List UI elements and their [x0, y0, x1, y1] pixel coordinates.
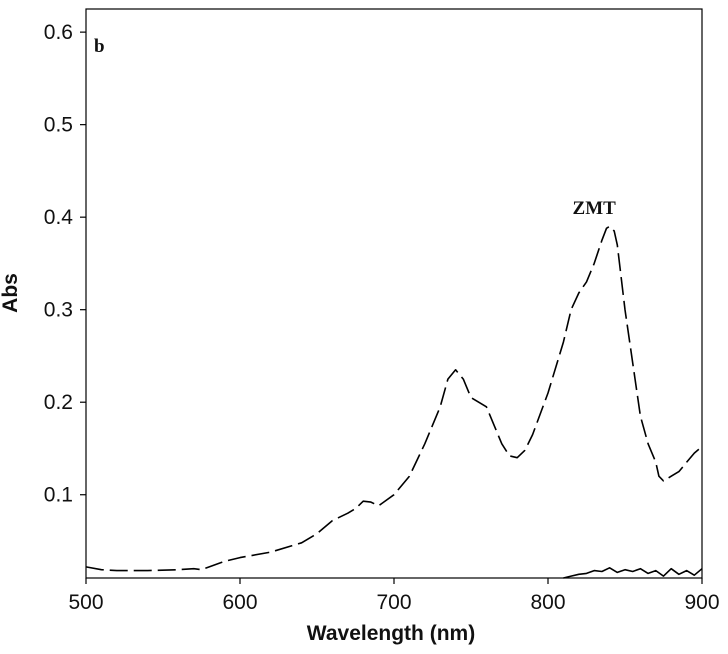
y-axis-title: Abs [0, 273, 22, 313]
y-tick-label: 0.4 [44, 206, 74, 229]
x-tick-label: 900 [684, 591, 719, 614]
series-line-dashed [85, 225, 703, 572]
x-axis-title: Wavelength (nm) [307, 622, 475, 645]
series-line-solid [563, 567, 703, 579]
y-tick-label: 0.6 [44, 21, 73, 44]
x-tick-label: 800 [530, 591, 565, 614]
plot-frame [85, 8, 703, 579]
series-lines [85, 225, 703, 579]
y-tick-label: 0.3 [44, 299, 73, 322]
x-tick-label: 600 [222, 591, 257, 614]
y-tick-label: 0.2 [44, 391, 73, 414]
y-tick-label: 0.5 [44, 114, 73, 137]
panel-label: b [94, 36, 105, 57]
x-tick-label: 500 [68, 591, 103, 614]
annotation-zmt: ZMT [573, 198, 617, 219]
y-tick-label: 0.1 [44, 484, 73, 507]
axis-ticks: 500 600 700 800 900 0.1 0.2 0.3 0.4 0.5 0.6 [44, 21, 720, 614]
x-tick-label: 700 [376, 591, 411, 614]
